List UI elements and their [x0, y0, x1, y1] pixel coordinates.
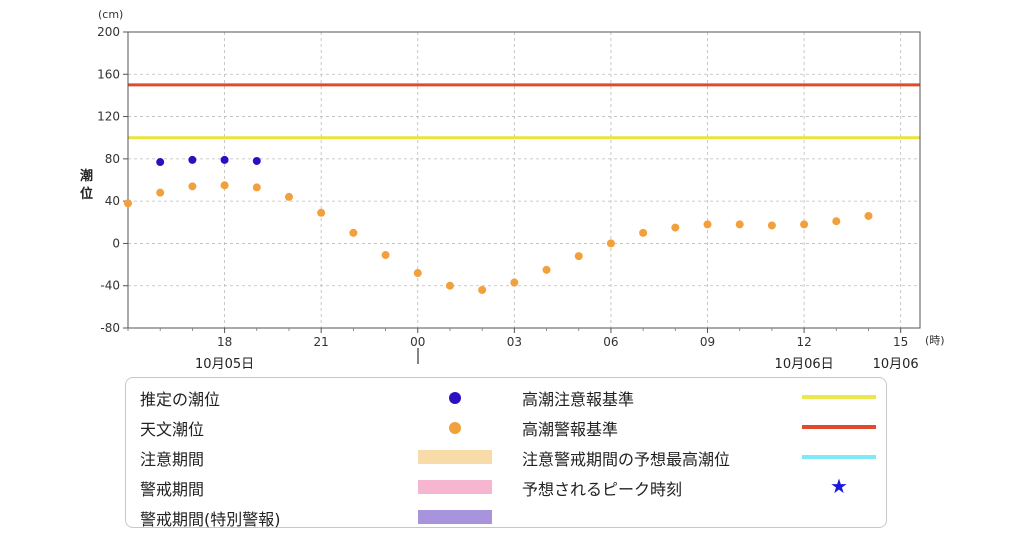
data-point [252, 183, 261, 192]
y-tick-label: -80 [100, 321, 120, 335]
data-point [574, 252, 583, 261]
legend-label: 高潮警報基準 [522, 420, 619, 439]
data-point [413, 269, 422, 278]
x-tick-label: 00 [410, 335, 425, 349]
x-unit-label: (時) [925, 334, 945, 347]
threshold-lines [128, 83, 920, 140]
x-tick-label: 21 [314, 335, 329, 349]
legend-label: 注意警戒期間の予想最高潮位 [522, 450, 731, 469]
data-point [639, 228, 648, 237]
x-tick-label: 09 [700, 335, 715, 349]
data-point [832, 217, 841, 226]
y-tick-label: -40 [100, 279, 120, 293]
x-tick-label: 03 [507, 335, 522, 349]
x-tick-label: 15 [893, 335, 908, 349]
star-icon: ★ [830, 474, 848, 498]
grid [128, 31, 920, 329]
legend-line [802, 455, 876, 459]
data-point [156, 158, 165, 167]
y-axis-label-char: 潮 [80, 168, 93, 184]
data-point [188, 182, 197, 191]
data-point [284, 192, 293, 201]
data-point [606, 239, 615, 248]
data-point [188, 155, 197, 164]
data-point [767, 221, 776, 230]
data-points [124, 155, 873, 294]
legend-dot [449, 422, 461, 434]
data-point [735, 220, 744, 229]
legend-line [802, 425, 876, 429]
data-point [349, 228, 358, 237]
legend-label: 警戒期間 [140, 480, 205, 499]
y-tick-label: 120 [97, 110, 120, 124]
legend-swatch [418, 510, 492, 524]
date-label: 10月05日 [195, 357, 254, 372]
legend-label: 注意期間 [140, 450, 205, 469]
data-point [252, 156, 261, 165]
y-tick-label: 160 [97, 67, 120, 81]
data-point [510, 278, 519, 287]
legend-swatch [418, 450, 492, 464]
legend-line [802, 395, 876, 399]
y-unit-label: (cm) [98, 8, 123, 21]
legend-label: 高潮注意報基準 [522, 390, 635, 409]
date-label: 10月06日 [775, 357, 834, 372]
y-tick-label: 0 [112, 236, 120, 250]
date-label: 10月06 [873, 357, 919, 372]
y-axis-label: 潮位 [80, 168, 93, 202]
tide-chart: 200 160 120 80 40 0 -40 -80 18 21 00 03 06 09 12 15 (c… [80, 8, 945, 372]
y-axis-label-char: 位 [80, 186, 93, 202]
y-tick-label: 40 [105, 194, 120, 208]
x-tick-label: 06 [603, 335, 618, 349]
legend-swatch [418, 480, 492, 494]
date-labels: 10月05日 10月06日 10月06 [195, 357, 919, 372]
data-point [800, 220, 809, 229]
legend-label: 天文潮位 [140, 420, 205, 439]
y-axis-ticks: 200 160 120 80 40 0 -40 -80 [97, 25, 128, 335]
x-axis-ticks: 18 21 00 03 06 09 12 15 [127, 328, 908, 349]
data-point [156, 188, 165, 197]
data-point [542, 265, 551, 274]
plot-frame [127, 31, 921, 329]
data-point [124, 199, 132, 208]
data-point [317, 208, 326, 217]
x-tick-label: 12 [796, 335, 811, 349]
data-point [220, 155, 229, 164]
y-tick-label: 80 [105, 152, 120, 166]
x-tick-label: 18 [217, 335, 232, 349]
y-tick-label: 200 [97, 25, 120, 39]
data-point [703, 220, 712, 229]
data-point [864, 211, 873, 220]
legend-label: 警戒期間(特別警報) [140, 510, 281, 529]
data-point [381, 251, 390, 260]
legend-label: 推定の潮位 [140, 390, 221, 409]
data-point [478, 285, 487, 294]
data-point [671, 223, 680, 232]
legend-label: 予想されるピーク時刻 [522, 480, 683, 499]
legend-dot [449, 392, 461, 404]
data-point [445, 281, 454, 290]
data-point [220, 181, 229, 190]
legend: 推定の潮位天文潮位注意期間警戒期間警戒期間(特別警報) 高潮注意報基準 高潮警報基準… [125, 377, 887, 529]
